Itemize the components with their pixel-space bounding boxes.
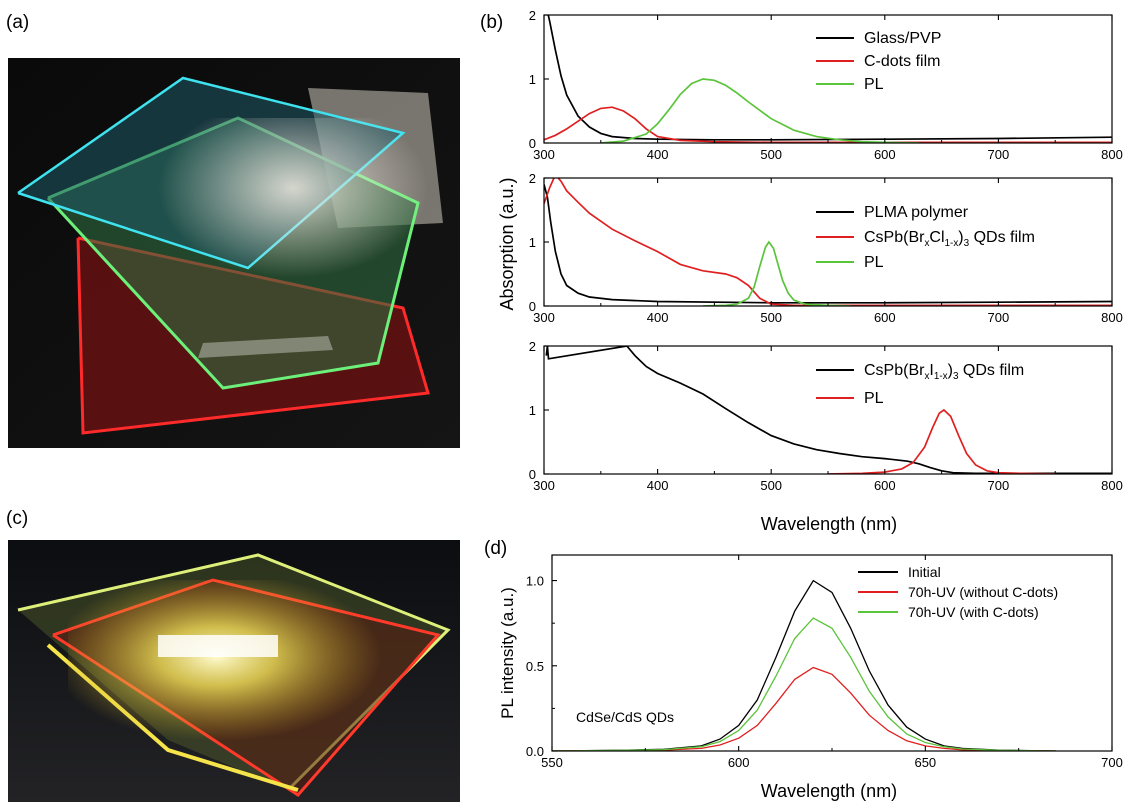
y-tick-label: 2 [529,8,536,23]
series-line-0 [544,184,1112,304]
legend-label: PL [864,254,884,271]
series-line-1 [552,666,1057,751]
y-tick-label: 0 [529,136,536,151]
x-tick-label: 800 [1101,310,1123,325]
chart-d-annotation: CdSe/CdS QDs [576,709,674,725]
x-tick-label: 800 [1101,147,1123,162]
series-line-1 [544,106,1112,143]
legend-label: PL [864,390,884,407]
legend-label: Glass/PVP [864,30,941,47]
legend: CsPb(Brx​I1-x​)3​ QDs film PL [816,362,1024,407]
series-line-1 [827,408,1056,474]
chart-b-top: 300 400 500 600 700 800 0 1 2 Glass/PVP C-dots fil… [529,8,1123,162]
series-line-0 [545,346,1112,474]
chart-b-bottom: 300 400 500 600 700 800 0 1 2 CsPb(Brx​I1-x​)3​ Q… [529,339,1123,493]
x-tick-label: 500 [760,478,782,493]
y-tick-label: 0.5 [526,659,544,674]
y-tick-label: 0.0 [526,744,544,759]
legend-label: PLMA polymer [864,204,969,221]
x-tick-label: 400 [647,310,669,325]
legend-label: CsPb(Brx​Cl1-x​)3​ QDs film [864,229,1035,249]
x-tick-label: 600 [874,310,896,325]
legend: Glass/PVP C-dots film PL [816,30,941,93]
series-line-2 [702,240,851,306]
panel-label-b: (b) [480,12,504,33]
legend-label: CsPb(Brx​I1-x​)3​ QDs film [864,362,1024,382]
chart-b-middle: 300 400 500 600 700 800 0 1 2 PLMA polymer CsPb(Br… [529,171,1123,325]
panel-label-c: (c) [6,508,29,529]
plot-frame [543,14,1113,144]
x-tick-label: 400 [647,147,669,162]
series-line-0 [552,579,1057,751]
chart-d: 550 600 650 700 0.0 0.5 1.0 Initial 70h-UV (with… [526,554,1123,770]
x-tick-label: 550 [541,755,563,770]
y-tick-label: 1.0 [526,574,544,589]
series-line-1 [544,178,1112,306]
legend: Initial 70h-UV (without C-dots) 70h-UV (wi… [858,564,1058,620]
series-line-2 [552,617,1057,751]
legend-label: C-dots film [864,53,940,70]
y-tick-label: 2 [529,171,536,186]
y-tick-label: 0 [529,467,536,482]
x-tick-label: 700 [988,147,1010,162]
panel-label-a: (a) [6,12,30,33]
legend-label: 70h-UV (without C-dots) [908,584,1058,600]
plot-frame [543,345,1113,475]
x-tick-label: 650 [914,755,936,770]
x-tick-label: 700 [988,310,1010,325]
x-tick-label: 800 [1101,478,1123,493]
legend: PLMA polymer CsPb(Brx​Cl1-x​)3​ QDs film P… [816,204,1035,271]
y-tick-label: 0 [529,299,536,314]
chart-d-ylabel: PL intensity (a.u.) [498,587,517,719]
series-line-2 [600,78,919,143]
legend-label: PL [864,76,884,93]
x-tick-label: 600 [874,147,896,162]
x-tick-label: 700 [988,478,1010,493]
chart-b-ylabel: Absorption (a.u.) [497,177,517,310]
x-tick-label: 300 [533,478,555,493]
chart-b-absorption: 300 400 500 600 700 800 0 1 2 Glass/PVP C-dots fil… [497,8,1123,534]
y-tick-label: 1 [529,235,536,250]
series-line-0 [547,15,1112,141]
photo-a-luminescent-plates [8,58,460,448]
x-tick-label: 300 [533,310,555,325]
y-tick-label: 1 [529,403,536,418]
x-tick-label: 600 [874,478,896,493]
y-tick-label: 2 [529,339,536,354]
y-tick-label: 1 [529,72,536,87]
panel-label-d: (d) [484,538,508,559]
x-tick-label: 500 [760,310,782,325]
chart-b-xlabel: Wavelength (nm) [761,514,897,534]
photo-c-luminescent-plates [8,540,460,802]
x-tick-label: 300 [533,147,555,162]
x-tick-label: 400 [647,478,669,493]
x-tick-label: 500 [760,147,782,162]
x-tick-label: 600 [728,755,750,770]
legend-label: 70h-UV (with C-dots) [908,604,1039,620]
legend-label: Initial [908,564,941,580]
chart-d-xlabel: Wavelength (nm) [761,781,897,801]
x-tick-label: 700 [1101,755,1123,770]
chart-d-pl-intensity: 550 600 650 700 0.0 0.5 1.0 Initial 70h-UV (with… [498,554,1123,801]
